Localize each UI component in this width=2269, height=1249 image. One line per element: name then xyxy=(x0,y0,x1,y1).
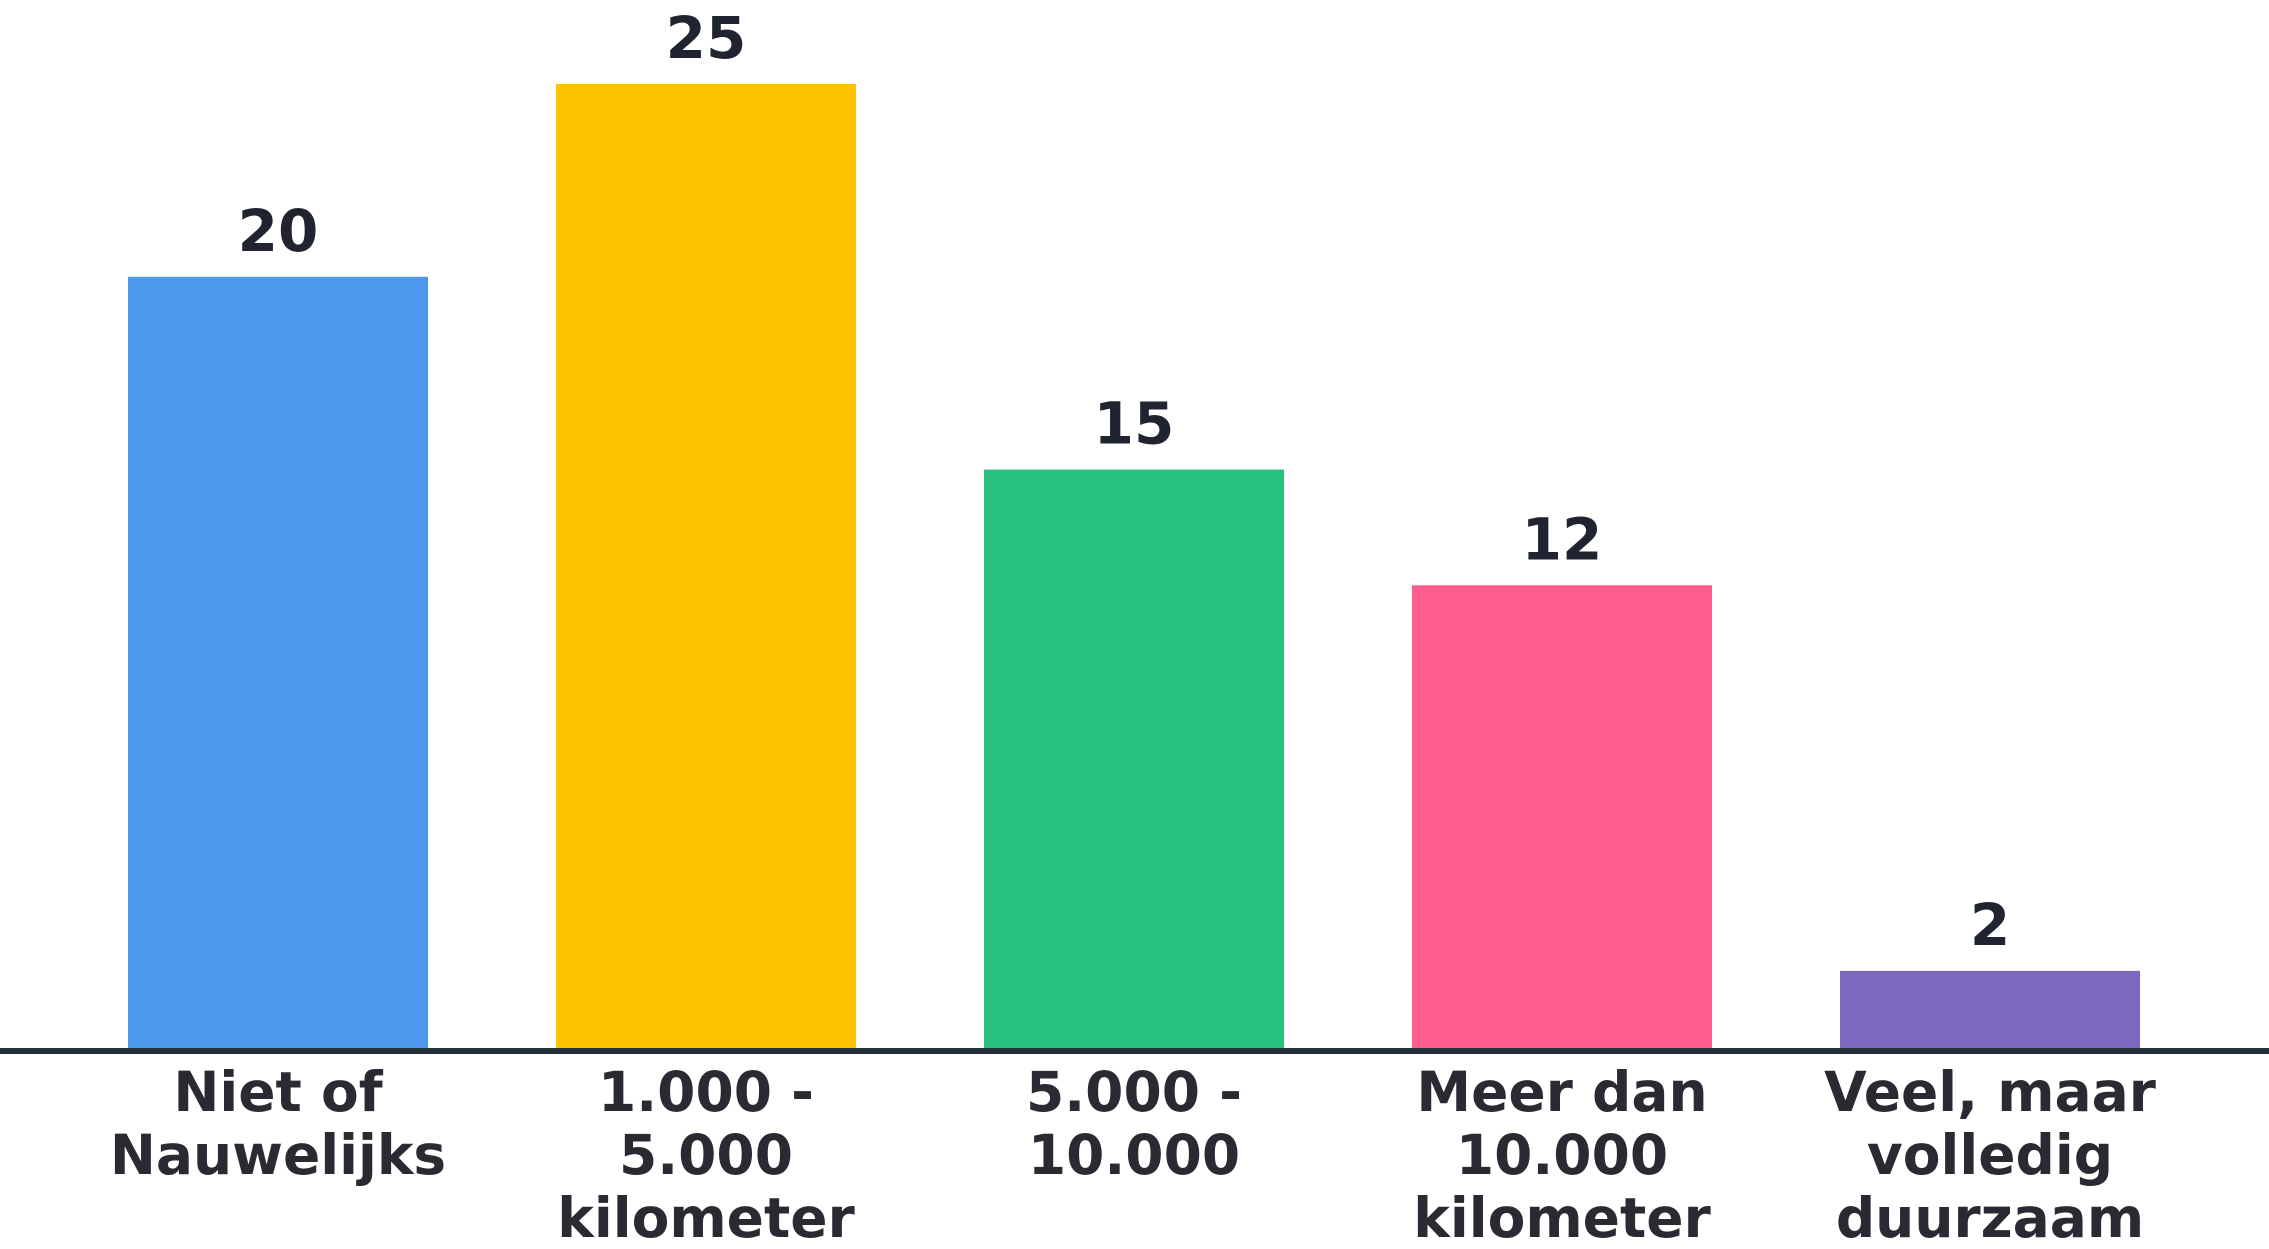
bar-value-label-5: 2 xyxy=(1970,891,2010,959)
value-labels-layer: 20 25 15 12 2 xyxy=(238,4,2011,959)
x-tick-label-line: 5.000 xyxy=(619,1123,793,1187)
bars-layer xyxy=(128,84,2140,1049)
bar-value-label-1: 20 xyxy=(238,197,319,265)
x-tick-label-line: kilometer xyxy=(1413,1186,1710,1249)
x-tick-label-2: 1.000 -5.000 kilometer xyxy=(557,1060,854,1249)
bar-1 xyxy=(128,276,428,1048)
x-tick-label-line: 1.000 - xyxy=(598,1060,814,1124)
x-tick-label-line: Veel, maar xyxy=(1824,1060,2156,1124)
x-tick-label-line: 10.000 xyxy=(1456,1123,1668,1187)
x-tick-label-line: 10.000 xyxy=(1028,1123,1240,1187)
x-tick-label-3: 5.000 -10.000 xyxy=(1026,1060,1242,1187)
bar-5 xyxy=(1840,970,2140,1048)
x-tick-label-line: volledig xyxy=(1867,1123,2113,1187)
x-tick-label-4: Meer dan 10.000 kilometer xyxy=(1413,1060,1710,1249)
x-tick-label-line: Meer dan xyxy=(1416,1060,1707,1124)
x-tick-label-line: duurzaam xyxy=(1836,1186,2144,1249)
bar-4 xyxy=(1412,585,1712,1048)
x-tick-label-line: kilometer xyxy=(557,1186,854,1249)
bar-3 xyxy=(984,469,1284,1049)
bar-2 xyxy=(556,84,856,1048)
bar-value-label-3: 15 xyxy=(1094,390,1175,458)
bar-value-label-4: 12 xyxy=(1522,505,1603,573)
x-tick-label-line: 5.000 - xyxy=(1026,1060,1242,1124)
bar-value-label-2: 25 xyxy=(666,4,747,72)
x-tick-label-line: Niet of xyxy=(173,1060,383,1124)
x-tick-label-1: Niet of Nauwelijks xyxy=(110,1060,446,1187)
x-tick-label-line: Nauwelijks xyxy=(110,1123,446,1187)
x-tick-label-5: Veel, maar volledig duurzaam xyxy=(1824,1060,2156,1249)
